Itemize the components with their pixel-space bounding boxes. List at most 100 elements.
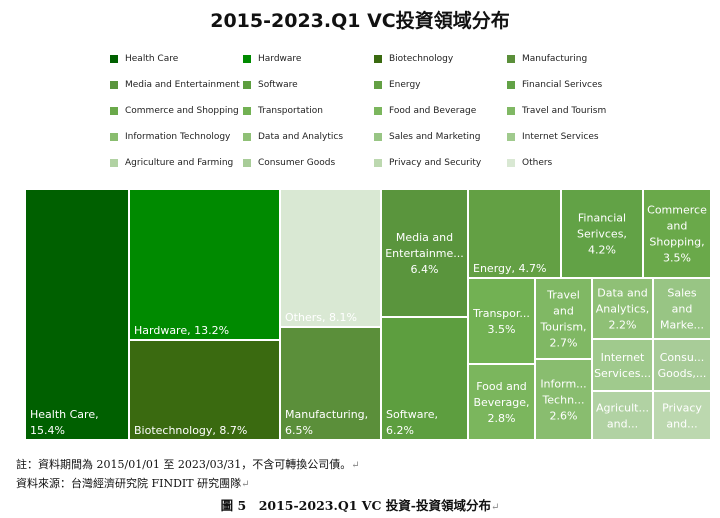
legend-swatch bbox=[374, 159, 382, 167]
legend-label: Others bbox=[522, 158, 553, 168]
legend-label: Financial Serivces bbox=[522, 80, 603, 90]
legend-swatch bbox=[243, 55, 251, 63]
treemap-label-energy: Energy, 4.7% bbox=[473, 262, 546, 275]
treemap-tile-travel-and-tourism: Travel and Tourism, 2.7% bbox=[534, 277, 593, 360]
legend-item-transportation: Transportation bbox=[243, 104, 323, 118]
legend-swatch bbox=[507, 159, 515, 167]
legend-swatch bbox=[110, 159, 118, 167]
legend-item-health-care: Health Care bbox=[110, 52, 178, 66]
legend-label: Internet Services bbox=[522, 132, 599, 142]
legend-swatch bbox=[507, 81, 515, 89]
legend-label: Food and Beverage bbox=[389, 106, 477, 116]
treemap-label-commerce-and-shopping: Commerce and Shopping, 3.5% bbox=[647, 204, 707, 265]
legend-swatch bbox=[374, 107, 382, 115]
note-period: 註：資料期間為 2015/01/01 至 2023/03/31，不含可轉換公司債… bbox=[16, 456, 360, 472]
legend-swatch bbox=[110, 81, 118, 89]
treemap-tile-consumer-goods: Consu... Goods,... bbox=[652, 338, 712, 392]
treemap-rect-software bbox=[380, 316, 469, 441]
treemap-label-consumer-goods: Consu... Goods,... bbox=[658, 351, 707, 380]
legend-item-internet-services: Internet Services bbox=[507, 130, 599, 144]
legend-item-commerce-and-shopping: Commerce and Shopping bbox=[110, 104, 239, 118]
treemap-label-financial-serivces: Financial Serivces, 4.2% bbox=[577, 212, 627, 257]
treemap-rect-health-care bbox=[24, 188, 130, 441]
note-source: 資料來源：台灣經濟研究院 FINDIT 研究團隊↵ bbox=[16, 475, 250, 491]
legend-label: Consumer Goods bbox=[258, 158, 336, 168]
treemap-tile-information-technology: Inform... Techn... 2.6% bbox=[534, 358, 593, 441]
treemap-rect-agriculture-and-farming bbox=[591, 390, 654, 441]
legend-item-financial-serivces: Financial Serivces bbox=[507, 78, 602, 92]
treemap-tile-transportation: Transpor... 3.5% bbox=[467, 277, 536, 365]
treemap-label-manufacturing: Manufacturing, 6.5% bbox=[285, 408, 368, 437]
treemap-tile-manufacturing: Manufacturing, 6.5% bbox=[279, 326, 382, 441]
legend-label: Biotechnology bbox=[389, 54, 454, 64]
legend-item-data-and-analytics: Data and Analytics bbox=[243, 130, 343, 144]
treemap-label-agriculture-and-farming: Agricult... and... bbox=[596, 402, 649, 431]
treemap-tile-hardware: Hardware, 13.2% bbox=[128, 188, 281, 341]
legend-label: Health Care bbox=[125, 54, 179, 64]
treemap-tile-privacy-and-security: Privacy and... bbox=[652, 390, 712, 441]
legend-item-information-technology: Information Technology bbox=[110, 130, 230, 144]
legend-label: Travel and Tourism bbox=[522, 106, 607, 116]
legend-label: Commerce and Shopping bbox=[125, 106, 239, 116]
treemap-label-health-care: Health Care, 15.4% bbox=[30, 408, 99, 437]
legend-item-others: Others bbox=[507, 156, 552, 170]
treemap-label-information-technology: Inform... Techn... 2.6% bbox=[540, 378, 586, 423]
legend-swatch bbox=[374, 81, 382, 89]
note-source-text: 資料來源：台灣經濟研究院 FINDIT 研究團隊 bbox=[16, 477, 242, 490]
legend-item-energy: Energy bbox=[374, 78, 421, 92]
treemap-label-transportation: Transpor... 3.5% bbox=[472, 307, 530, 336]
treemap-tile-media-and-entertainment: Media and Entertainme... 6.4% bbox=[380, 188, 469, 318]
treemap-label-sales-and-marketing: Sales and Marke... bbox=[660, 287, 704, 332]
treemap-tile-software: Software, 6.2% bbox=[380, 316, 469, 441]
treemap-label-biotechnology: Biotechnology, 8.7% bbox=[134, 424, 247, 437]
treemap-tile-biotechnology: Biotechnology, 8.7% bbox=[128, 339, 281, 441]
legend-label: Information Technology bbox=[125, 132, 231, 142]
treemap-rect-energy bbox=[467, 188, 562, 279]
legend-swatch bbox=[374, 133, 382, 141]
treemap-rect-hardware bbox=[128, 188, 281, 341]
chart-title: 2015-2023.Q1 VC投資領域分布 bbox=[210, 10, 510, 32]
treemap-tile-others: Others, 8.1% bbox=[279, 188, 382, 328]
treemap-tile-internet-services: Internet Services... bbox=[591, 338, 654, 392]
treemap-label-hardware: Hardware, 13.2% bbox=[134, 324, 229, 337]
treemap-tile-sales-and-marketing: Sales and Marke... bbox=[652, 277, 712, 340]
treemap-rect-manufacturing bbox=[279, 326, 382, 441]
treemap-label-travel-and-tourism: Travel and Tourism, 2.7% bbox=[539, 289, 586, 350]
return-mark: ↵ bbox=[241, 479, 250, 490]
legend-item-manufacturing: Manufacturing bbox=[507, 52, 587, 66]
legend-label: Software bbox=[258, 80, 298, 90]
treemap-label-media-and-entertainment: Media and Entertainme... 6.4% bbox=[385, 231, 464, 276]
treemap-tile-commerce-and-shopping: Commerce and Shopping, 3.5% bbox=[642, 188, 712, 279]
legend-item-software: Software bbox=[243, 78, 298, 92]
legend-item-hardware: Hardware bbox=[243, 52, 301, 66]
legend-label: Hardware bbox=[258, 54, 302, 64]
legend-item-consumer-goods: Consumer Goods bbox=[243, 156, 335, 170]
treemap-tile-energy: Energy, 4.7% bbox=[467, 188, 562, 279]
legend-item-travel-and-tourism: Travel and Tourism bbox=[507, 104, 606, 118]
treemap-label-internet-services: Internet Services... bbox=[594, 351, 651, 380]
legend-label: Privacy and Security bbox=[389, 158, 482, 168]
legend: Health Care Hardware Biotechnology Manufact… bbox=[110, 52, 670, 182]
treemap-rect-privacy-and-security bbox=[652, 390, 712, 441]
legend-item-sales-and-marketing: Sales and Marketing bbox=[374, 130, 480, 144]
legend-item-food-and-beverage: Food and Beverage bbox=[374, 104, 476, 118]
treemap-tile-food-and-beverage: Food and Beverage, 2.8% bbox=[467, 363, 536, 441]
treemap-label-privacy-and-security: Privacy and... bbox=[662, 402, 702, 431]
treemap-label-software: Software, 6.2% bbox=[386, 408, 438, 437]
treemap-label-others: Others, 8.1% bbox=[285, 311, 357, 324]
figure-caption: 圖 5 2015-2023.Q1 VC 投資-投資領域分布↵ bbox=[0, 495, 720, 514]
legend-item-biotechnology: Biotechnology bbox=[374, 52, 453, 66]
legend-item-agriculture-and-farming: Agriculture and Farming bbox=[110, 156, 233, 170]
legend-swatch bbox=[110, 107, 118, 115]
legend-label: Media and Entertainment bbox=[125, 80, 240, 90]
legend-swatch bbox=[507, 107, 515, 115]
figure-caption-text: 圖 5 2015-2023.Q1 VC 投資-投資領域分布 bbox=[220, 498, 491, 513]
legend-label: Transportation bbox=[258, 106, 323, 116]
legend-label: Manufacturing bbox=[522, 54, 588, 64]
treemap-rect-commerce-and-shopping bbox=[642, 188, 712, 279]
treemap-rect-financial-serivces bbox=[560, 188, 644, 279]
legend-swatch bbox=[110, 55, 118, 63]
legend-swatch bbox=[243, 107, 251, 115]
legend-swatch bbox=[243, 133, 251, 141]
